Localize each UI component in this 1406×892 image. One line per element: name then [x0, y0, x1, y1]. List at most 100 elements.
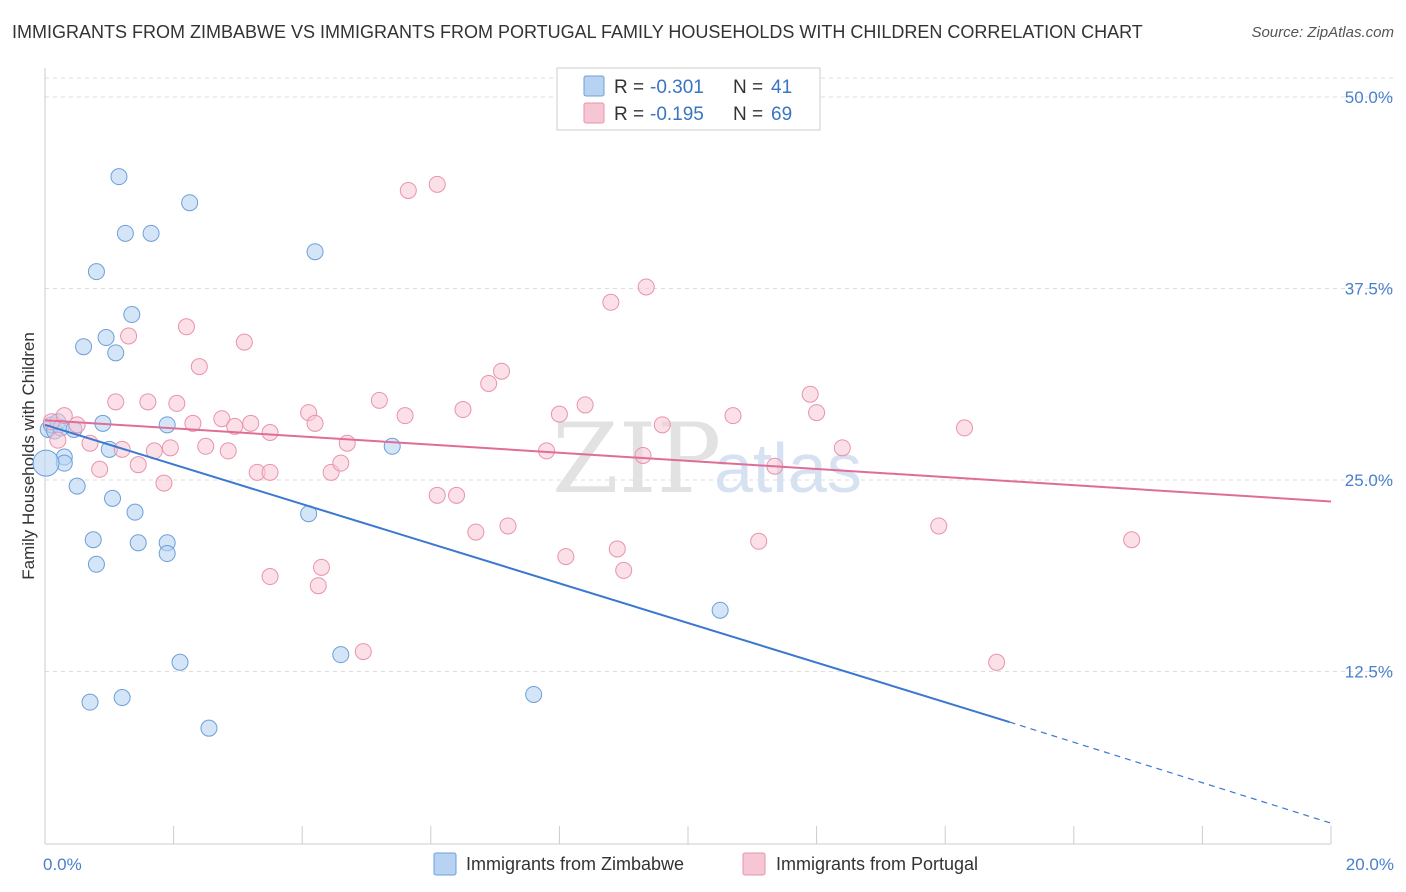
legend-r-value-1: -0.301	[650, 77, 704, 98]
data-point-portugal	[370, 391, 388, 409]
data-point-portugal	[120, 327, 138, 345]
gridlines	[45, 77, 1395, 672]
data-point-portugal	[55, 407, 73, 425]
data-point-portugal	[107, 393, 125, 411]
data-point-portugal	[332, 454, 350, 472]
data-point-zimbabwe	[200, 719, 218, 737]
data-point-portugal	[801, 385, 819, 403]
legend-swatch-zimbabwe	[583, 75, 605, 97]
data-point-zimbabwe	[68, 477, 86, 495]
data-point-portugal	[467, 523, 485, 541]
y-tick-label: 50.0%	[1345, 88, 1393, 107]
data-point-portugal	[428, 486, 446, 504]
data-point-portugal	[615, 561, 633, 579]
data-point-zimbabwe	[129, 534, 147, 552]
data-point-portugal	[634, 446, 652, 464]
data-point-zimbabwe	[158, 416, 176, 434]
series-portugal-points	[42, 175, 1141, 671]
data-point-portugal	[91, 460, 109, 478]
data-point-portugal	[750, 532, 768, 550]
data-point-zimbabwe	[87, 555, 105, 573]
data-point-zimbabwe	[332, 646, 350, 664]
data-point-portugal	[261, 568, 279, 586]
legend-n-label-2: N =	[733, 104, 763, 125]
data-point-portugal	[242, 414, 260, 432]
data-point-portugal	[576, 396, 594, 414]
legend-swatch-zimbabwe-bottom	[433, 852, 457, 876]
y-tick-label: 37.5%	[1345, 280, 1393, 299]
data-point-zimbabwe	[116, 224, 134, 242]
correlation-legend: R = -0.301 N = 41 R = -0.195 N = 69	[556, 67, 821, 131]
data-point-zimbabwe	[75, 338, 93, 356]
legend-swatch-portugal	[583, 102, 605, 124]
data-point-portugal	[653, 416, 671, 434]
data-point-portugal	[68, 416, 86, 434]
legend-n-label-1: N =	[733, 77, 763, 98]
data-point-zimbabwe	[525, 685, 543, 703]
data-point-portugal	[213, 410, 231, 428]
data-point-portugal	[454, 401, 472, 419]
data-point-portugal	[499, 517, 517, 535]
y-tick-label: 25.0%	[1345, 471, 1393, 490]
data-point-portugal	[930, 517, 948, 535]
data-point-portugal	[177, 318, 195, 336]
trendlines	[44, 419, 1332, 824]
data-point-portugal	[190, 358, 208, 376]
data-point-portugal	[306, 414, 324, 432]
data-point-portugal	[428, 175, 446, 193]
data-point-portugal	[139, 393, 157, 411]
data-point-portugal	[988, 653, 1006, 671]
legend-n-value-2: 69	[771, 104, 792, 125]
data-point-portugal	[49, 431, 67, 449]
data-point-portugal	[1123, 531, 1141, 549]
data-point-portugal	[354, 643, 372, 661]
legend-label-zimbabwe: Immigrants from Zimbabwe	[466, 854, 684, 874]
data-point-zimbabwe	[158, 545, 176, 563]
data-point-portugal	[493, 362, 511, 380]
data-point-zimbabwe	[383, 437, 401, 455]
data-point-zimbabwe	[104, 489, 122, 507]
chart-title: IMMIGRANTS FROM ZIMBABWE VS IMMIGRANTS F…	[12, 22, 1143, 42]
data-point-portugal	[808, 404, 826, 422]
data-point-portugal	[129, 456, 147, 474]
data-point-zimbabwe	[126, 503, 144, 521]
data-point-portugal	[184, 414, 202, 432]
data-point-zimbabwe	[306, 243, 324, 261]
data-point-zimbabwe	[84, 531, 102, 549]
data-point-portugal	[219, 442, 237, 460]
x-ticks: 0.0% 20.0%	[43, 826, 1394, 874]
data-point-zimbabwe	[711, 601, 729, 619]
y-tick-labels: 12.5% 25.0% 37.5% 50.0%	[1345, 88, 1393, 682]
data-point-portugal	[833, 439, 851, 457]
data-point-portugal	[312, 558, 330, 576]
x-tick-label: 20.0%	[1346, 855, 1394, 874]
data-point-portugal	[226, 417, 244, 435]
legend-r-label-1: R =	[614, 77, 644, 98]
data-point-zimbabwe	[123, 306, 141, 324]
legend-n-value-1: 41	[771, 77, 792, 98]
data-point-zimbabwe	[142, 224, 160, 242]
y-axis-label: Family Households with Children	[19, 332, 38, 580]
series-legend: Immigrants from Zimbabwe Immigrants from…	[433, 852, 978, 876]
data-point-portugal	[448, 486, 466, 504]
data-point-zimbabwe	[81, 693, 99, 711]
legend-swatch-portugal-bottom	[742, 852, 766, 876]
data-point-zimbabwe	[107, 344, 125, 362]
legend-r-value-2: -0.195	[650, 104, 704, 125]
data-point-zimbabwe	[171, 653, 189, 671]
data-point-portugal	[724, 407, 742, 425]
data-point-zimbabwe	[32, 449, 60, 477]
y-tick-label: 12.5%	[1345, 663, 1393, 682]
data-point-portugal	[235, 333, 253, 351]
chart-source: Source: ZipAtlas.com	[1251, 24, 1394, 41]
data-point-portugal	[399, 181, 417, 199]
data-point-zimbabwe	[113, 689, 131, 707]
trendline-zimbabwe-extension	[1009, 721, 1332, 824]
data-point-portugal	[602, 293, 620, 311]
trendline-portugal	[44, 419, 1332, 503]
data-point-zimbabwe	[97, 329, 115, 347]
data-point-zimbabwe	[181, 194, 199, 212]
data-point-portugal	[261, 463, 279, 481]
data-point-portugal	[557, 548, 575, 566]
data-point-portugal	[168, 394, 186, 412]
